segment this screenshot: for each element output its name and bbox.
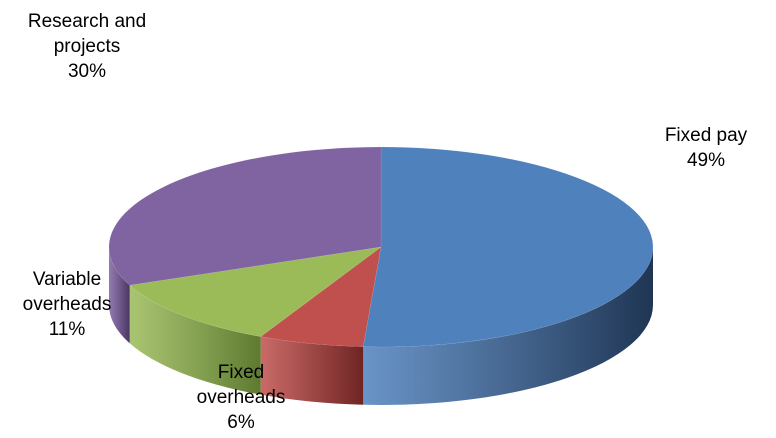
- pie-slice-research-and-projects: [108, 146, 382, 286]
- slice-label-research-and-projects: Research and projects 30%: [28, 11, 146, 82]
- slice-label-variable-overheads: Variable overheads 11%: [23, 269, 112, 340]
- pie-slice-fixed-overheads: [260, 246, 382, 348]
- slice-label-fixed-pay: Fixed pay 49%: [665, 125, 748, 171]
- pie-sides: [109, 247, 653, 405]
- pie-tops: [108, 146, 654, 348]
- pie-side-variable-overheads: [129, 285, 261, 395]
- pie-side-research-and-projects: [109, 247, 130, 344]
- pie-side-fixed-overheads: [260, 336, 364, 405]
- slice-label-fixed-overheads: Fixed overheads 6%: [197, 362, 286, 433]
- pie-slice-fixed-pay: [362, 146, 654, 348]
- slice-labels: Fixed pay 49% Fixed overheads 6% Variable over…: [23, 11, 748, 433]
- pie-slice-variable-overheads: [129, 246, 382, 337]
- pie-side-fixed-pay: [363, 247, 653, 405]
